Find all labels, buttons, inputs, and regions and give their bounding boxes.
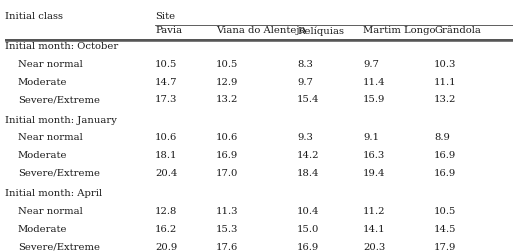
Text: 13.2: 13.2 [434,95,456,104]
Text: Severe/Extreme: Severe/Extreme [18,169,100,178]
Text: 17.6: 17.6 [216,242,238,251]
Text: Severe/Extreme: Severe/Extreme [18,95,100,104]
Text: Martim Longo: Martim Longo [363,26,436,36]
Text: 18.4: 18.4 [297,169,320,178]
Text: 16.2: 16.2 [155,225,177,234]
Text: 12.8: 12.8 [155,207,177,216]
Text: Initial month: October: Initial month: October [5,42,119,51]
Text: 16.9: 16.9 [216,151,238,160]
Text: 14.7: 14.7 [155,78,178,87]
Text: 12.9: 12.9 [216,78,238,87]
Text: Grândola: Grândola [434,26,481,36]
Text: 9.1: 9.1 [363,133,379,142]
Text: 10.4: 10.4 [297,207,320,216]
Text: Site: Site [155,12,175,21]
Text: 9.7: 9.7 [297,78,313,87]
Text: 15.9: 15.9 [363,95,385,104]
Text: 17.0: 17.0 [216,169,238,178]
Text: 19.4: 19.4 [363,169,385,178]
Text: Initial month: April: Initial month: April [5,189,103,198]
Text: 8.9: 8.9 [434,133,450,142]
Text: 10.6: 10.6 [216,133,238,142]
Text: 10.5: 10.5 [155,60,177,69]
Text: 20.4: 20.4 [155,169,177,178]
Text: Moderate: Moderate [18,151,67,160]
Text: 17.3: 17.3 [155,95,177,104]
Text: 15.3: 15.3 [216,225,238,234]
Text: 10.6: 10.6 [155,133,177,142]
Text: 8.3: 8.3 [297,60,313,69]
Text: Initial class: Initial class [5,12,63,21]
Text: 14.1: 14.1 [363,225,386,234]
Text: 9.3: 9.3 [297,133,313,142]
Text: Viana do Alentejo: Viana do Alentejo [216,26,305,36]
Text: Moderate: Moderate [18,225,67,234]
Text: 15.4: 15.4 [297,95,320,104]
Text: Pavia: Pavia [155,26,182,36]
Text: 20.3: 20.3 [363,242,385,251]
Text: 11.4: 11.4 [363,78,386,87]
Text: 16.3: 16.3 [363,151,385,160]
Text: Near normal: Near normal [18,133,83,142]
Text: 20.9: 20.9 [155,242,177,251]
Text: 10.3: 10.3 [434,60,456,69]
Text: 16.9: 16.9 [434,169,456,178]
Text: 10.5: 10.5 [434,207,456,216]
Text: Near normal: Near normal [18,60,83,69]
Text: 10.5: 10.5 [216,60,238,69]
Text: 9.7: 9.7 [363,60,379,69]
Text: Severe/Extreme: Severe/Extreme [18,242,100,251]
Text: 11.3: 11.3 [216,207,238,216]
Text: 14.5: 14.5 [434,225,457,234]
Text: Relíquias: Relíquias [297,26,344,36]
Text: 17.9: 17.9 [434,242,456,251]
Text: 13.2: 13.2 [216,95,238,104]
Text: 18.1: 18.1 [155,151,178,160]
Text: Moderate: Moderate [18,78,67,87]
Text: 11.1: 11.1 [434,78,457,87]
Text: 16.9: 16.9 [434,151,456,160]
Text: 15.0: 15.0 [297,225,320,234]
Text: 14.2: 14.2 [297,151,320,160]
Text: Near normal: Near normal [18,207,83,216]
Text: 11.2: 11.2 [363,207,385,216]
Text: 16.9: 16.9 [297,242,319,251]
Text: Initial month: January: Initial month: January [5,116,117,124]
